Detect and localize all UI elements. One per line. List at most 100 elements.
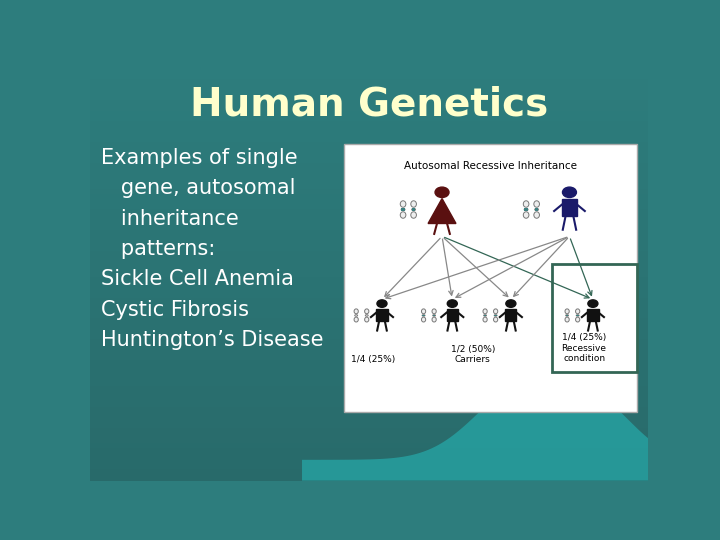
- Ellipse shape: [483, 309, 487, 314]
- Bar: [90, 283, 648, 288]
- Bar: [90, 304, 648, 309]
- Bar: [90, 330, 648, 335]
- Bar: [90, 174, 648, 179]
- Bar: [90, 143, 648, 148]
- Ellipse shape: [411, 212, 416, 218]
- Ellipse shape: [575, 309, 580, 314]
- Text: Huntington’s Disease: Huntington’s Disease: [101, 330, 324, 350]
- Ellipse shape: [565, 309, 570, 314]
- Bar: [90, 75, 648, 80]
- Bar: [90, 205, 648, 210]
- Bar: [90, 444, 648, 449]
- Bar: [90, 278, 648, 283]
- Bar: [90, 148, 648, 153]
- Ellipse shape: [493, 309, 498, 314]
- Bar: [90, 252, 648, 257]
- Bar: [90, 132, 648, 138]
- PathPatch shape: [302, 380, 648, 481]
- Bar: [90, 408, 648, 413]
- Bar: [90, 106, 648, 112]
- Bar: [90, 288, 648, 294]
- Text: 1/4 (25%): 1/4 (25%): [351, 355, 395, 364]
- Bar: [90, 439, 648, 444]
- Bar: [90, 413, 648, 418]
- Bar: [562, 199, 577, 216]
- Ellipse shape: [493, 317, 498, 322]
- Bar: [90, 335, 648, 340]
- Ellipse shape: [433, 315, 436, 316]
- Bar: [90, 449, 648, 455]
- Bar: [90, 85, 648, 91]
- Polygon shape: [428, 199, 456, 224]
- Bar: [446, 308, 458, 321]
- Ellipse shape: [355, 315, 358, 316]
- Ellipse shape: [534, 212, 539, 218]
- Bar: [344, 144, 636, 412]
- Bar: [90, 231, 648, 237]
- Ellipse shape: [421, 309, 426, 314]
- Bar: [566, 315, 568, 316]
- Bar: [90, 237, 648, 241]
- Bar: [90, 195, 648, 200]
- Ellipse shape: [400, 212, 406, 218]
- Text: Autosomal Recessive Inheritance: Autosomal Recessive Inheritance: [404, 161, 577, 171]
- Ellipse shape: [494, 315, 497, 316]
- Bar: [505, 308, 516, 321]
- Circle shape: [562, 187, 577, 198]
- Ellipse shape: [484, 315, 487, 316]
- Bar: [90, 164, 648, 168]
- Ellipse shape: [565, 317, 570, 322]
- Bar: [90, 356, 648, 361]
- Bar: [90, 273, 648, 278]
- Ellipse shape: [523, 212, 529, 218]
- Ellipse shape: [364, 309, 369, 314]
- Bar: [90, 470, 648, 475]
- Bar: [90, 138, 648, 143]
- Ellipse shape: [365, 315, 368, 316]
- Bar: [90, 122, 648, 127]
- Bar: [495, 315, 497, 316]
- Text: 1/2 (50%)
Carriers: 1/2 (50%) Carriers: [451, 345, 495, 364]
- Bar: [535, 208, 539, 211]
- Bar: [90, 112, 648, 117]
- Bar: [90, 403, 648, 408]
- Circle shape: [377, 300, 387, 307]
- Bar: [90, 117, 648, 122]
- Bar: [90, 158, 648, 164]
- Bar: [90, 96, 648, 101]
- Text: Cystic Fibrosis: Cystic Fibrosis: [101, 300, 249, 320]
- Bar: [90, 340, 648, 346]
- Bar: [90, 215, 648, 221]
- Bar: [524, 208, 528, 211]
- Bar: [577, 315, 579, 316]
- Bar: [90, 460, 648, 465]
- Bar: [90, 392, 648, 397]
- Bar: [423, 315, 425, 316]
- Ellipse shape: [354, 317, 359, 322]
- Text: gene, autosomal: gene, autosomal: [101, 178, 296, 198]
- Bar: [90, 267, 648, 273]
- Bar: [552, 265, 637, 372]
- Ellipse shape: [364, 317, 369, 322]
- Circle shape: [447, 300, 457, 307]
- Ellipse shape: [576, 315, 579, 316]
- Bar: [90, 241, 648, 247]
- Bar: [90, 153, 648, 158]
- Bar: [90, 200, 648, 205]
- Bar: [90, 361, 648, 366]
- Bar: [90, 257, 648, 262]
- Ellipse shape: [354, 309, 359, 314]
- Bar: [90, 309, 648, 314]
- Text: Examples of single: Examples of single: [101, 148, 298, 168]
- Bar: [90, 382, 648, 387]
- Ellipse shape: [432, 317, 436, 322]
- Bar: [412, 208, 415, 211]
- Bar: [90, 465, 648, 470]
- Circle shape: [506, 300, 516, 307]
- Bar: [90, 179, 648, 184]
- Ellipse shape: [535, 208, 539, 211]
- Bar: [90, 429, 648, 434]
- Bar: [90, 372, 648, 377]
- Bar: [90, 434, 648, 439]
- Bar: [90, 475, 648, 481]
